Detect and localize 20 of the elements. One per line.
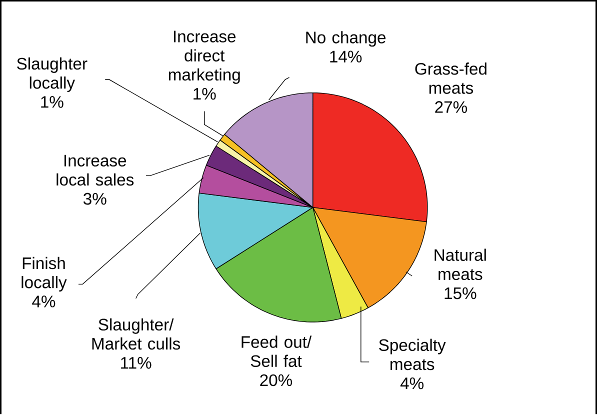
slice-label: Finish locally <box>22 256 67 292</box>
slice-label: Increase local sales <box>56 154 134 186</box>
data-label: 15% <box>444 287 476 300</box>
slice-label: Grass-fed meats <box>415 62 486 94</box>
slice-label: Specialty meats <box>379 338 446 370</box>
slice-label: Slaughter/ Market culls <box>92 318 180 350</box>
data-label: 1% <box>41 96 64 108</box>
data-label: 1% <box>194 88 216 100</box>
data-label: 3% <box>84 192 106 205</box>
data-label: 11% <box>121 357 152 369</box>
slice-label: Slaughter locally <box>17 57 88 92</box>
data-label: 20% <box>260 374 292 386</box>
legend-label: Natural meats <box>434 248 486 280</box>
data-label: 4% <box>32 296 56 308</box>
slice-label: Feed out/ Sell fat <box>242 336 312 368</box>
data-label: 27% <box>435 101 468 113</box>
slice-label: No change <box>306 31 386 47</box>
slice-label: Increase direct marketing <box>168 30 240 84</box>
data-label: 4% <box>400 378 424 390</box>
data-label: 14% <box>330 50 362 62</box>
